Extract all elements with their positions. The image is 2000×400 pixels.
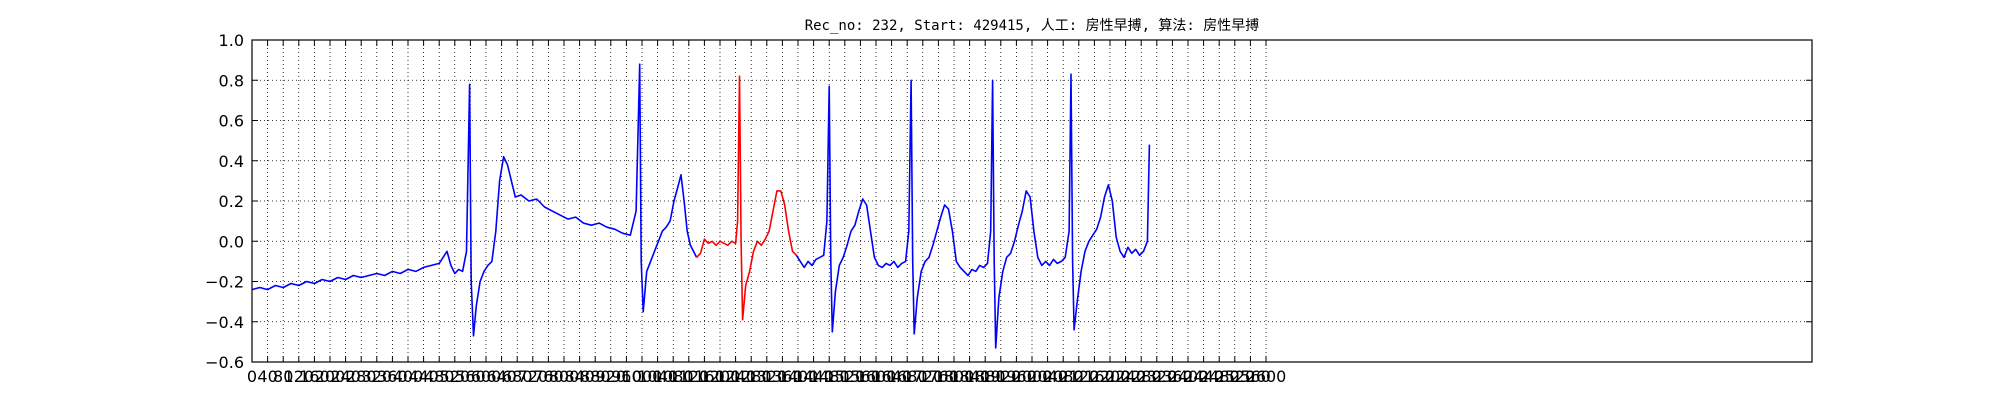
x-tick-label: 1280 [731, 367, 772, 386]
x-tick-label: 1240 [715, 367, 756, 386]
x-tick-label: 1040 [637, 367, 678, 386]
x-tick-label: 1120 [668, 367, 709, 386]
y-tick-label: 0.2 [219, 192, 244, 211]
chart-title: Rec_no: 232, Start: 429415, 人工: 房性早搏, 算法… [805, 17, 1260, 34]
x-tick-label: 1320 [746, 367, 787, 386]
x-tick-label: 200 [315, 367, 346, 386]
x-tick-label: 600 [471, 367, 502, 386]
x-tick-label: 120 [284, 367, 315, 386]
y-tick-label: 0.8 [219, 71, 244, 90]
x-tick-label: 2120 [1058, 367, 1099, 386]
x-tick-label: 400 [393, 367, 424, 386]
x-tick-label: 1760 [918, 367, 959, 386]
x-tick-label: 1440 [793, 367, 834, 386]
x-tick-label: 40 [257, 367, 277, 386]
x-tick-label: 2520 [1214, 367, 1255, 386]
series-line-1 [251, 63, 698, 337]
x-tick-label: 1680 [887, 367, 928, 386]
x-tick-label: 1160 [684, 367, 725, 386]
x-tick-label: 560 [455, 367, 486, 386]
x-tick-label: 1800 [934, 367, 975, 386]
x-tick-label: 1880 [965, 367, 1006, 386]
series-layer [251, 63, 1151, 349]
x-tick-label: 2040 [1027, 367, 1068, 386]
x-tick-label: 360 [377, 367, 408, 386]
x-tick-label: 320 [362, 367, 393, 386]
x-tick-label: 1720 [902, 367, 943, 386]
y-tick-label: 0.6 [219, 112, 244, 131]
x-tick-label: 240 [330, 367, 361, 386]
x-tick-label: 1640 [871, 367, 912, 386]
x-tick-label: 2280 [1121, 367, 1162, 386]
plot-frame [251, 39, 1813, 363]
x-tick-label: 1560 [840, 367, 881, 386]
x-tick-label: 1400 [778, 367, 819, 386]
y-tick-label: −0.4 [205, 313, 244, 332]
x-tick-label: 2560 [1230, 367, 1271, 386]
grid-lines [252, 40, 1812, 362]
x-tick-label: 720 [518, 367, 549, 386]
y-tick-label: −0.6 [205, 353, 244, 372]
x-tick-label: 2400 [1168, 367, 1209, 386]
y-tick-label: 0.0 [219, 232, 244, 251]
x-tick-label: 1600 [856, 367, 897, 386]
x-tick-label: 440 [408, 367, 439, 386]
x-tick-label: 2080 [1043, 367, 1084, 386]
x-tick-label: 480 [424, 367, 455, 386]
y-tick-label: 1.0 [219, 31, 244, 50]
x-tick-label: 960 [611, 367, 642, 386]
x-tick-label: 1840 [949, 367, 990, 386]
x-tick-label: 1920 [980, 367, 1021, 386]
x-tick-label: 920 [596, 367, 627, 386]
x-axis: 0 408012016020024028032036040044048052056… [247, 40, 1286, 386]
series-line-3 [795, 73, 1151, 349]
x-tick-label: 880 [580, 367, 611, 386]
x-tick-label: 2000 [1012, 367, 1053, 386]
x-tick-label: 680 [502, 367, 533, 386]
x-tick-label: 800 [549, 367, 580, 386]
x-tick-label: 1200 [700, 367, 741, 386]
x-tick-label: 2240 [1105, 367, 1146, 386]
x-tick-label: 2160 [1074, 367, 1115, 386]
x-tick-label: 1000 [622, 367, 663, 386]
x-tick-label: 0 [247, 367, 257, 386]
x-tick-label: 1960 [996, 367, 1037, 386]
x-tick-label: 1480 [809, 367, 850, 386]
x-tick-label: 520 [440, 367, 471, 386]
y-tick-label: −0.2 [205, 273, 244, 292]
x-tick-label: 1080 [653, 367, 694, 386]
x-tick-label: 280 [346, 367, 377, 386]
x-tick-label: 80 [273, 367, 293, 386]
x-tick-label: 1520 [824, 367, 865, 386]
series-line-2 [696, 75, 797, 321]
x-tick-label: 2600 [1246, 367, 1287, 386]
x-tick-label: 2360 [1152, 367, 1193, 386]
x-tick-label: 760 [533, 367, 564, 386]
y-axis: −0.6 −0.4 −0.2 0.0 0.2 0.4 0.6 0.8 1.0 [205, 31, 1812, 372]
x-tick-label: 2200 [1090, 367, 1131, 386]
x-tick-label: 160 [299, 367, 330, 386]
x-tick-label: 1360 [762, 367, 803, 386]
x-tick-label: 2480 [1199, 367, 1240, 386]
x-tick-label: 2320 [1136, 367, 1177, 386]
x-tick-label: 2440 [1183, 367, 1224, 386]
x-tick-label: 640 [486, 367, 517, 386]
x-tick-label: 840 [564, 367, 595, 386]
y-tick-label: 0.4 [219, 152, 244, 171]
